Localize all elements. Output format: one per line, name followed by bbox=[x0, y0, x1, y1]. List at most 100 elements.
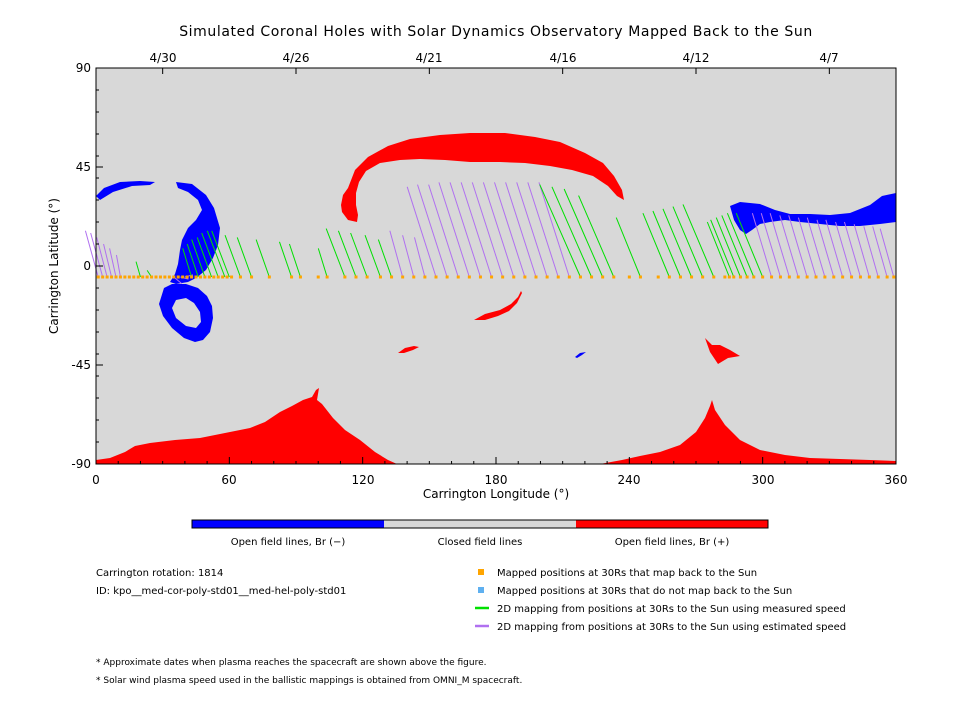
mapped-point bbox=[627, 275, 631, 279]
date-label: 4/16 bbox=[550, 51, 577, 65]
estimated-mapping-line bbox=[389, 230, 404, 278]
mapped-point bbox=[110, 275, 114, 279]
estimated-mapping-line bbox=[825, 219, 844, 278]
mapped-point bbox=[316, 275, 320, 279]
estimated-mapping-line bbox=[779, 215, 799, 278]
mapped-point bbox=[578, 275, 582, 279]
estimated-mapping-line bbox=[471, 182, 504, 278]
mapped-point bbox=[590, 275, 594, 279]
mapped-point bbox=[656, 275, 660, 279]
measured-mapping-line bbox=[715, 217, 741, 278]
y-axis-label: Carrington Latitude (°) bbox=[47, 198, 61, 334]
mapped-point bbox=[523, 275, 527, 279]
estimated-mapping-line bbox=[751, 213, 773, 278]
x-tick-label: 360 bbox=[885, 473, 908, 487]
measured-mapping-line bbox=[317, 248, 328, 278]
mapped-points bbox=[96, 275, 896, 279]
estimated-mapping-line bbox=[449, 182, 481, 278]
mapped-point bbox=[221, 275, 225, 279]
mapped-point bbox=[250, 275, 254, 279]
northwest-hole-negative bbox=[170, 182, 220, 284]
y-tick-label: 90 bbox=[76, 61, 91, 75]
mapped-point bbox=[207, 275, 211, 279]
measured-mapping-line bbox=[201, 232, 219, 278]
mapped-point bbox=[127, 275, 131, 279]
mapped-point bbox=[445, 275, 449, 279]
mapped-point bbox=[690, 275, 694, 279]
measured-mapping-line bbox=[578, 195, 615, 278]
closed-field-background bbox=[96, 68, 896, 464]
x-tick-label: 180 bbox=[485, 473, 508, 487]
measured-mapping-line bbox=[255, 239, 270, 278]
mapped-point bbox=[867, 275, 871, 279]
mapped-point bbox=[832, 275, 836, 279]
estimated-mapping-line bbox=[863, 226, 879, 278]
mapped-point bbox=[194, 275, 198, 279]
mapped-point bbox=[787, 275, 791, 279]
estimated-speed-mapping-lines bbox=[84, 182, 895, 284]
chart-title: Simulated Coronal Holes with Solar Dynam… bbox=[179, 24, 813, 40]
mapped-point bbox=[401, 275, 405, 279]
mapped-point bbox=[230, 275, 234, 279]
estimated-mapping-line bbox=[482, 182, 515, 278]
mapped-point bbox=[701, 275, 705, 279]
measured-mapping-line bbox=[364, 235, 381, 278]
x-axis-label: Carrington Longitude (°) bbox=[423, 487, 569, 501]
mapped-point bbox=[841, 275, 845, 279]
estimated-mapping-line bbox=[806, 217, 826, 278]
mapped-point bbox=[667, 275, 671, 279]
mapped-point bbox=[545, 275, 549, 279]
y-tick-label: 0 bbox=[83, 259, 91, 273]
y-tick-label: -45 bbox=[71, 358, 91, 372]
y-tick-label: 45 bbox=[76, 160, 91, 174]
measured-mapping-line bbox=[551, 186, 593, 278]
mapped-point bbox=[858, 275, 862, 279]
mapped-point bbox=[325, 275, 329, 279]
legend-label: 2D mapping from positions at 30Rs to the… bbox=[497, 604, 846, 615]
date-label: 4/12 bbox=[683, 51, 710, 65]
measured-mapping-line bbox=[539, 184, 581, 278]
legend-label: Mapped positions at 30Rs that do not map… bbox=[497, 586, 792, 597]
x-tick-label: 0 bbox=[92, 473, 100, 487]
x-tick-label: 120 bbox=[352, 473, 375, 487]
mapped-point bbox=[805, 275, 809, 279]
x-tick-label: 60 bbox=[221, 473, 236, 487]
colorbar-negative bbox=[192, 520, 384, 528]
mapped-point bbox=[876, 275, 880, 279]
colorbar: Open field lines, Br (−) Closed field li… bbox=[191, 519, 769, 548]
legend-swatch-unmapped bbox=[478, 587, 484, 593]
date-label: 4/21 bbox=[416, 51, 443, 65]
estimated-mapping-line bbox=[438, 182, 470, 278]
measured-mapping-line bbox=[563, 188, 604, 278]
mapped-point bbox=[298, 275, 302, 279]
measured-mapping-line bbox=[206, 230, 226, 278]
legend-label: 2D mapping from positions at 30Rs to the… bbox=[497, 622, 846, 633]
negative-open-field-regions bbox=[96, 181, 896, 358]
mapped-point bbox=[176, 275, 180, 279]
estimated-mapping-line bbox=[428, 184, 459, 278]
mapped-point bbox=[378, 275, 382, 279]
axis-ticks bbox=[95, 67, 897, 465]
measured-mapping-line bbox=[726, 213, 755, 278]
date-label: 4/7 bbox=[819, 51, 838, 65]
measured-mapping-line bbox=[721, 215, 748, 278]
estimated-mapping-line bbox=[872, 226, 888, 278]
measured-mapping-line bbox=[186, 243, 199, 278]
colorbar-frame bbox=[191, 519, 769, 529]
southwest-lobe-negative bbox=[159, 284, 213, 342]
estimated-mapping-line bbox=[538, 182, 570, 278]
measured-mapping-line bbox=[325, 228, 346, 278]
colorbar-positive bbox=[576, 520, 768, 528]
x-tick-label: 300 bbox=[752, 473, 775, 487]
mapped-point bbox=[118, 275, 122, 279]
estimated-mapping-line bbox=[109, 248, 117, 278]
mapped-point bbox=[132, 275, 136, 279]
mapped-point bbox=[172, 275, 176, 279]
mapped-point bbox=[885, 275, 889, 279]
estimated-mapping-line bbox=[103, 243, 113, 278]
mapped-point bbox=[727, 275, 731, 279]
mapped-point bbox=[638, 275, 642, 279]
estimated-mapping-line bbox=[527, 182, 559, 278]
mapped-point bbox=[212, 275, 216, 279]
mapped-point bbox=[225, 275, 229, 279]
